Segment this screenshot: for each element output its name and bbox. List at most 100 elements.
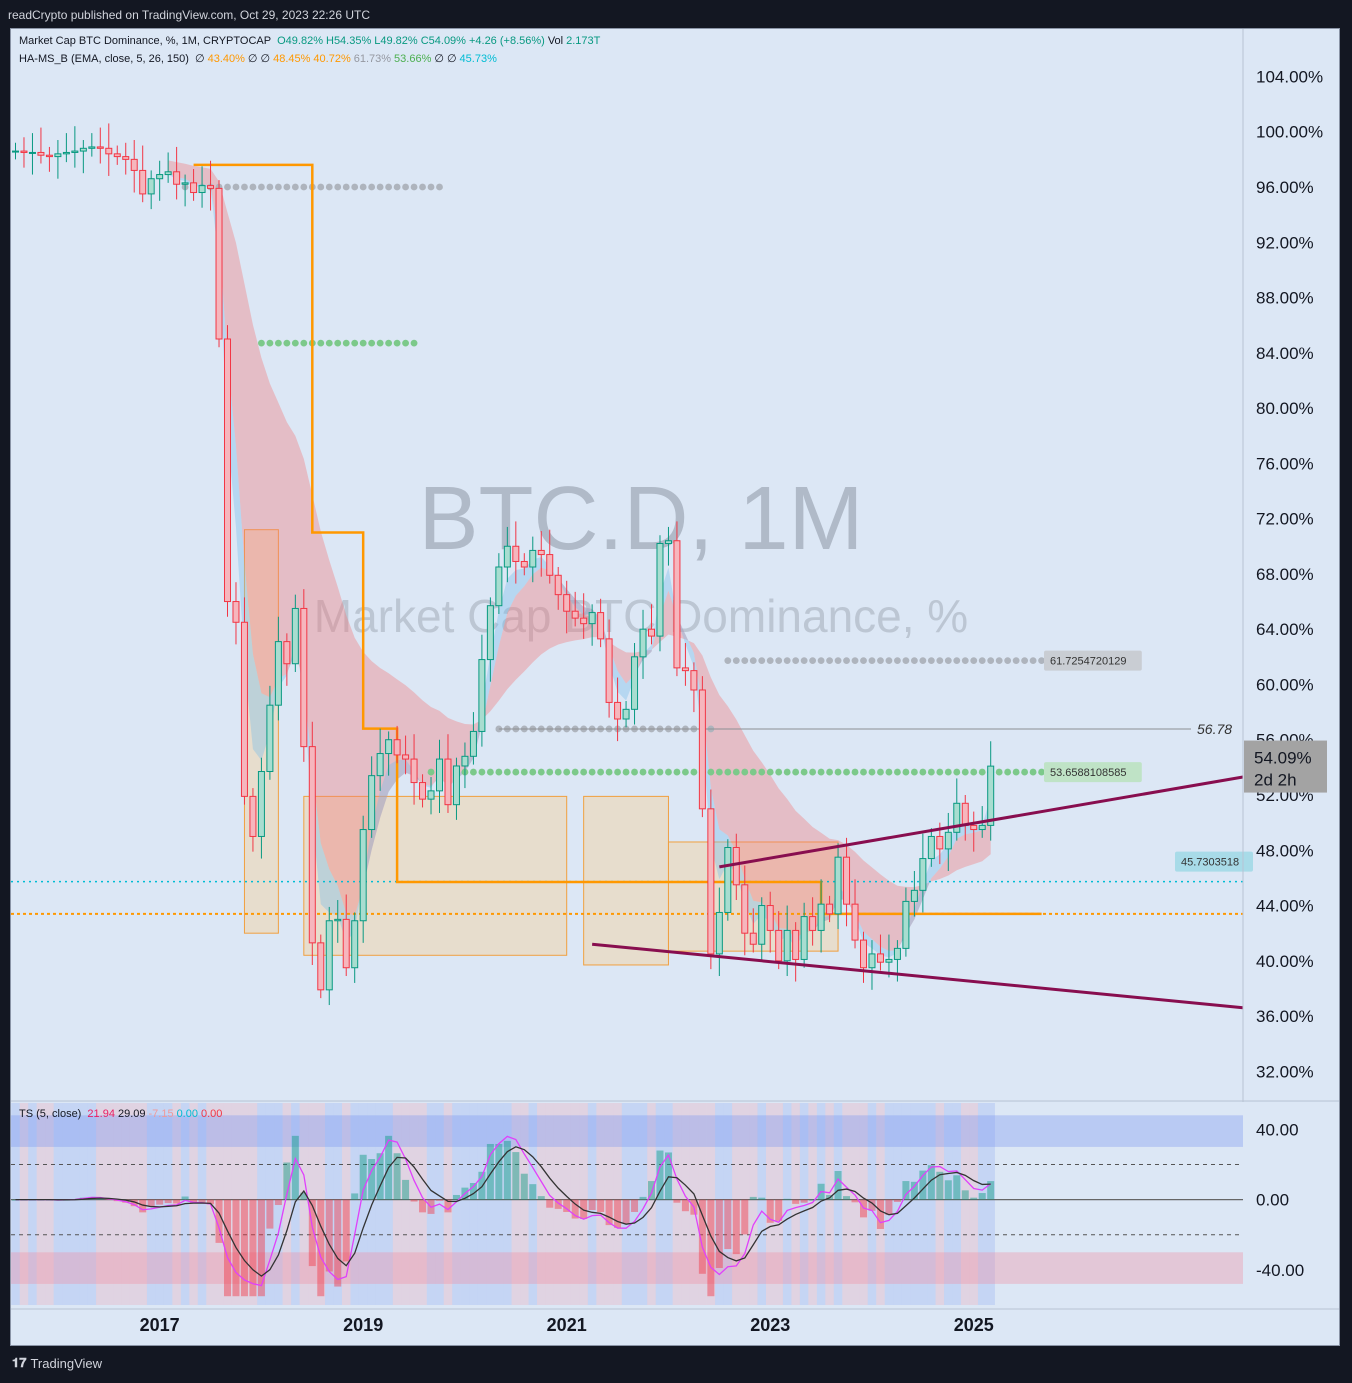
oscillator-bg-column (36, 1103, 46, 1305)
oscillator-histogram-bar (554, 1199, 562, 1209)
candle-body (419, 782, 427, 800)
oscillator-histogram-bar (656, 1150, 664, 1200)
price-tick-label: 92.00% (1256, 233, 1314, 252)
dot-level-gray-upper-dot (826, 657, 833, 665)
candle-body (910, 889, 918, 902)
oscillator-histogram-bar (741, 1199, 749, 1235)
oscillator-histogram-bar (800, 1199, 808, 1203)
oscillator-bg-column (146, 1103, 156, 1305)
oscillator-bg-column (604, 1103, 614, 1305)
oscillator-bg-column (11, 1103, 20, 1305)
main-series-title: Market Cap BTC Dominance, %, 1M, CRYPTOC… (19, 35, 272, 47)
dot-level-green-dot (775, 768, 783, 776)
indicator-value-5: 40.72% (313, 53, 351, 65)
oscillator-histogram-bar (207, 1199, 215, 1205)
dot-level-green-dot (427, 768, 435, 776)
dot-level-green-dot (520, 768, 528, 776)
candle-body (232, 601, 240, 623)
oscillator-bg-column (426, 1103, 436, 1305)
dot-level-green-early-dot (325, 339, 333, 347)
dot-level-green-dot (809, 768, 817, 776)
indicator-value-4: 48.45% (273, 53, 311, 65)
candle-body (953, 802, 961, 833)
oscillator-histogram-bar (563, 1199, 571, 1212)
oscillator-tick-label: -40.00 (1256, 1261, 1304, 1280)
green-dots-label: 53.6588108585 (1050, 767, 1126, 779)
chart-frame[interactable]: BTC.D, 1M Market Cap BTC Dominance, % 56.7… (10, 28, 1340, 1346)
oscillator-bg-column (562, 1103, 571, 1305)
dot-level-gray-early-dot (274, 183, 282, 191)
dot-level-green-dot (894, 768, 901, 776)
dot-level-gray-early-dot (427, 183, 435, 191)
dot-level-gray-upper-dot (834, 657, 842, 665)
oscillator-values: 21.94 29.09 -7.15 0.00 0.00 (87, 1108, 225, 1120)
oscillator-histogram-bar (368, 1159, 376, 1200)
dot-level-gray-early-dot (266, 183, 274, 191)
candle-body (673, 540, 681, 669)
oscillator-bg-column (308, 1103, 317, 1305)
dot-level-green-dot (690, 768, 698, 776)
oscillator-histogram-bar (164, 1199, 172, 1204)
dot-level-green-dot (597, 768, 605, 776)
dot-level-green-dot (860, 768, 867, 776)
dot-level-gray-early-dot (291, 183, 299, 191)
dot-level-green-dot (970, 768, 978, 776)
oscillator-histogram-bar (436, 1199, 443, 1201)
candle-body (902, 900, 910, 949)
dot-level-gray-upper-dot (987, 657, 995, 665)
oscillator-bg-column (528, 1103, 538, 1305)
candle-body (469, 730, 477, 757)
oscillator-bg-column (587, 1103, 597, 1305)
dot-level-green-dot (953, 768, 961, 776)
time-tick-label: 2017 (140, 1315, 180, 1335)
dot-level-green-early-dot (393, 339, 401, 347)
dot-level-green-dot (944, 768, 952, 776)
dot-level-gray-upper-dot (724, 657, 732, 665)
candle-body (325, 920, 333, 991)
dot-level-green-dot (936, 768, 944, 776)
oscillator-bg-column (87, 1103, 97, 1305)
oscillator-bg-column (621, 1103, 631, 1305)
dot-level-green-dot (707, 768, 715, 776)
dot-level-gray-upper-dot (910, 657, 918, 665)
oscillator-histogram-bar (953, 1175, 961, 1200)
dot-level-green-dot (580, 768, 588, 776)
oscillator-bg-column (732, 1103, 741, 1305)
dot-level-green-early-dot (258, 339, 265, 347)
oscillator-bg-column (45, 1103, 54, 1305)
price-tick-label: 44.00% (1256, 897, 1314, 916)
oscillator-bg-column (333, 1103, 342, 1305)
oscillator-bg-column (537, 1103, 546, 1305)
dot-level-green-early-dot (266, 339, 274, 347)
oscillator-bg-column (579, 1103, 588, 1305)
candle-body (164, 171, 172, 176)
dot-level-gray-early-dot (436, 183, 443, 191)
oscillator-bg-column (655, 1103, 665, 1305)
dot-level-green-early-dot (342, 339, 350, 347)
dot-level-gray-early-dot (224, 183, 231, 191)
oscillator-bg-column (850, 1103, 860, 1305)
trendline-0 (719, 775, 1244, 869)
candle-body (554, 574, 562, 596)
oscillator-bg-column (596, 1103, 605, 1305)
candle-body (130, 158, 138, 171)
oscillator-histogram-bar (444, 1199, 452, 1213)
dot-level-green-dot (783, 768, 791, 776)
oscillator-bg-column (808, 1103, 817, 1305)
oscillator-histogram-bar (664, 1152, 672, 1200)
candle-body (520, 560, 528, 568)
oscillator-histogram-bar (639, 1196, 647, 1200)
candle-body (580, 617, 588, 625)
oscillator-histogram-bar (622, 1199, 630, 1224)
candle-body (597, 612, 605, 640)
oscillator-bg-column (121, 1103, 130, 1305)
oscillator-histogram-bar (766, 1199, 774, 1223)
oscillator-bg-column (910, 1103, 919, 1305)
dot-level-gray-upper-dot (936, 657, 944, 665)
oscillator-histogram-bar (783, 1198, 791, 1200)
dot-level-gray-upper-dot (758, 657, 766, 665)
dot-level-gray-upper-dot (851, 657, 859, 665)
candle-body (783, 929, 791, 962)
candle-body (478, 659, 486, 732)
